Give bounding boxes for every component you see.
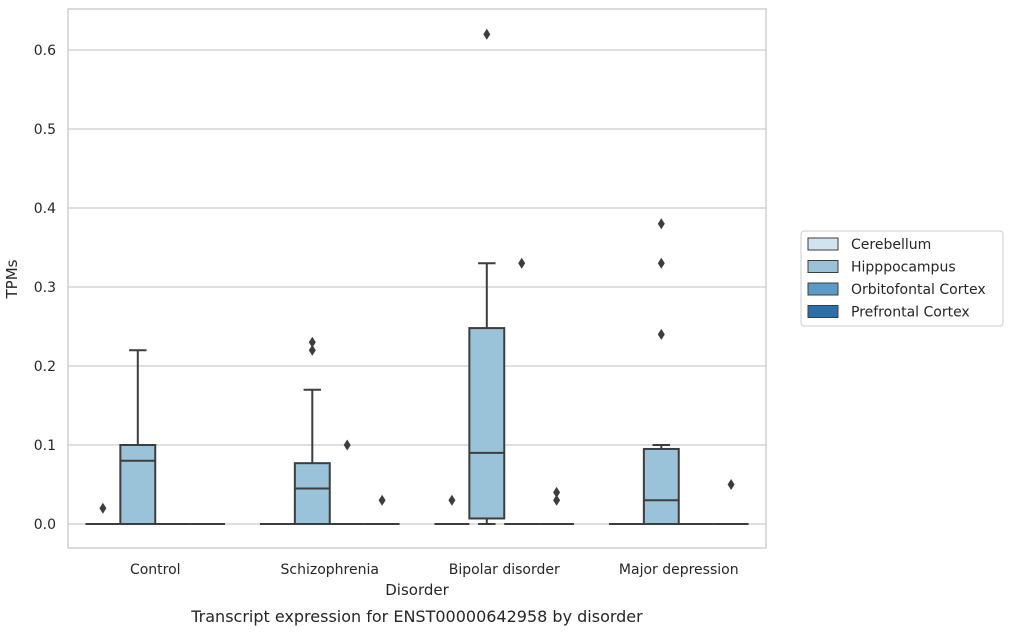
y-tick-label: 0.6 bbox=[34, 43, 56, 59]
box-group bbox=[119, 349, 157, 525]
box-group bbox=[85, 502, 121, 525]
plot-frame bbox=[67, 8, 767, 549]
y-tick-label: 0.3 bbox=[34, 280, 56, 296]
outlier-point bbox=[553, 494, 561, 506]
outlier-point bbox=[657, 218, 665, 230]
plot-area bbox=[67, 8, 767, 549]
box-group bbox=[329, 439, 365, 525]
y-tick-label: 0.5 bbox=[34, 122, 56, 138]
x-tick-label: Schizophrenia bbox=[281, 562, 379, 578]
y-tick-label: 0.1 bbox=[34, 438, 56, 454]
legend-label: Prefrontal Cortex bbox=[851, 305, 970, 321]
legend-swatch bbox=[807, 305, 839, 318]
box-group bbox=[468, 28, 506, 525]
x-axis-label: Disorder bbox=[385, 581, 449, 599]
x-tick-label: Control bbox=[130, 562, 181, 578]
y-tick-label: 0.4 bbox=[34, 201, 56, 217]
x-tick-label: Major depression bbox=[619, 562, 739, 578]
box-group bbox=[642, 218, 680, 526]
box-group bbox=[504, 257, 540, 525]
legend-swatch bbox=[807, 260, 839, 273]
outlier-point bbox=[99, 502, 107, 514]
box-group bbox=[364, 494, 400, 525]
legend-swatch bbox=[807, 237, 839, 251]
y-tick-label: 0.2 bbox=[34, 359, 56, 375]
legend-frame bbox=[800, 230, 1004, 327]
legend-label: Cerebellum bbox=[851, 237, 931, 253]
outlier-point bbox=[727, 479, 735, 490]
box-group bbox=[293, 336, 331, 526]
box-group bbox=[713, 479, 749, 525]
box-group bbox=[434, 494, 470, 525]
outlier-point bbox=[657, 257, 665, 269]
outlier-point bbox=[553, 486, 561, 498]
outlier-point bbox=[657, 328, 665, 340]
outlier-point bbox=[308, 344, 316, 356]
legend: Cerebellum Hipppocampus Orbitofontal Corte… bbox=[800, 230, 1004, 327]
y-axis-label: TPMs bbox=[3, 259, 21, 299]
x-axis-ticks: Control Schizophrenia Bipolar disorder Majo… bbox=[130, 562, 739, 578]
legend-label: Hipppocampus bbox=[851, 260, 956, 276]
box-body bbox=[642, 447, 680, 526]
box-group bbox=[539, 486, 575, 525]
x-tick-label: Bipolar disorder bbox=[449, 562, 560, 578]
outlier-point bbox=[308, 336, 316, 348]
box-body bbox=[293, 462, 331, 526]
y-tick-label: 0.0 bbox=[34, 517, 56, 533]
box-body bbox=[119, 444, 157, 525]
outlier-point bbox=[378, 494, 386, 506]
legend-label: Orbitofontal Cortex bbox=[851, 282, 986, 298]
chart-caption: Transcript expression for ENST0000064295… bbox=[190, 607, 643, 626]
outlier-point bbox=[343, 439, 351, 451]
y-axis-ticks: 0.0 0.1 0.2 0.3 0.4 0.5 0.6 bbox=[34, 43, 56, 533]
legend-swatch bbox=[807, 282, 839, 296]
outlier-point bbox=[448, 494, 456, 506]
outlier-point bbox=[518, 257, 526, 269]
box-body bbox=[468, 327, 506, 520]
outlier-point bbox=[483, 28, 491, 40]
